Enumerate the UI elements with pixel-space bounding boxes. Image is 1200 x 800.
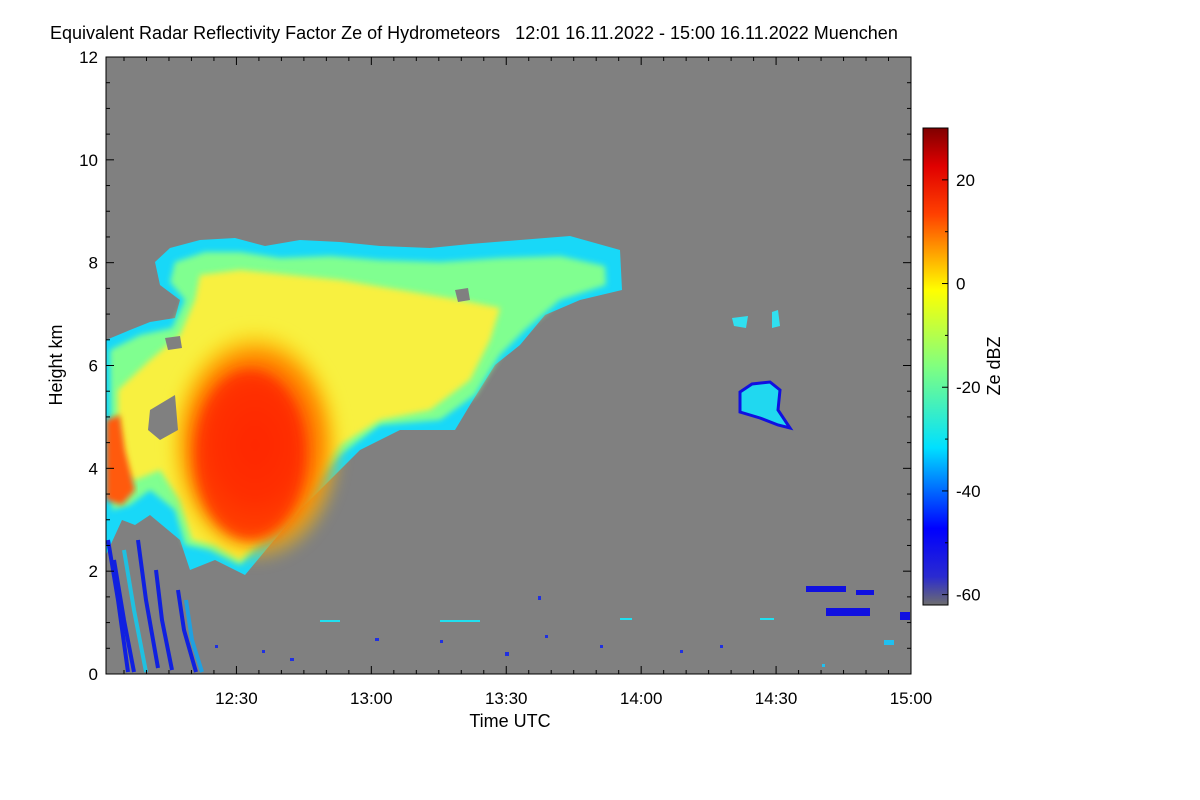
y-tick-label: 0 [89,665,98,684]
colorbar [922,127,949,606]
isolated-cloud-1 [738,380,794,431]
colorbar-tick-label: -20 [956,378,981,397]
echo-cut-3 [455,288,470,302]
y-axis-ticks: 0 2 4 6 8 10 12 [79,48,911,684]
y-tick-label: 8 [89,254,98,273]
colorbar-tick-label: -60 [956,586,981,605]
x-tick-label: 13:00 [350,689,393,708]
echo-left-edge-red [106,415,135,505]
low-echoes [806,586,910,645]
colorbar-tick-label: 0 [956,275,965,294]
reflectivity-field [106,236,910,673]
y-tick-label: 10 [79,151,98,170]
echo-cut-2 [165,336,182,350]
y-axis-label: Height km [46,324,66,405]
colorbar-tick-label: 20 [956,171,975,190]
echo-cut-1 [148,395,178,440]
near-ground-noise [215,596,825,667]
isolated-cloud-2 [732,310,780,328]
x-axis-label: Time UTC [469,711,550,731]
colorbar-ticks: 20 0 -20 -40 -60 [942,127,981,605]
x-tick-label: 14:30 [755,689,798,708]
x-tick-label: 15:00 [890,689,933,708]
x-tick-label: 14:00 [620,689,663,708]
x-tick-label: 12:30 [215,689,258,708]
colorbar-tick-label: -40 [956,482,981,501]
y-tick-label: 2 [89,562,98,581]
y-tick-label: 6 [89,357,98,376]
chart-title: Equivalent Radar Reflectivity Factor Ze … [50,23,898,43]
fall-streaks [106,539,204,673]
echo-core-max [195,370,305,540]
x-tick-label: 13:30 [485,689,528,708]
y-tick-label: 4 [89,459,98,478]
colorbar-label: Ze dBZ [984,336,1004,395]
y-tick-label: 12 [79,48,98,67]
x-axis-ticks: 12:30 13:00 13:30 14:00 14:30 15:00 [123,57,933,708]
